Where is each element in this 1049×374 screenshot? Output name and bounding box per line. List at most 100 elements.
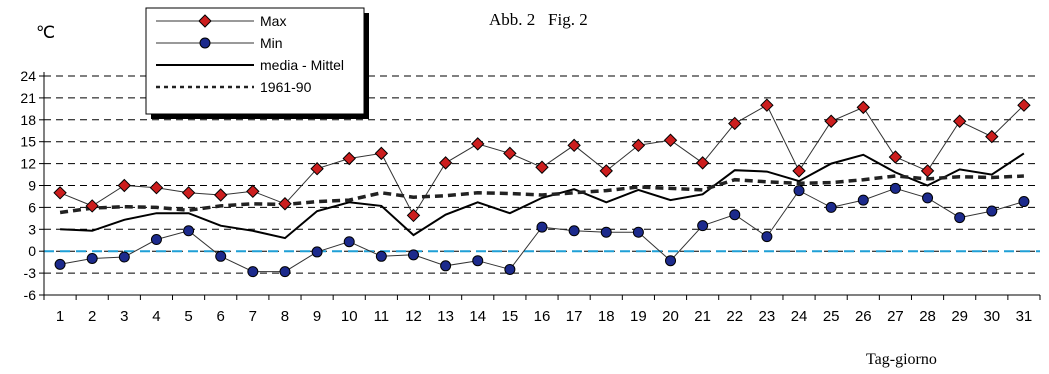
min-point — [375, 250, 387, 262]
max-point — [631, 138, 646, 153]
x-tick-label: 19 — [630, 308, 647, 325]
min-point — [922, 192, 934, 204]
x-tick-label: 29 — [951, 308, 968, 325]
x-tick-label: 3 — [120, 308, 128, 325]
y-tick-label: 24 — [20, 68, 36, 84]
x-tick-label: 17 — [566, 308, 583, 325]
max-point — [310, 162, 324, 176]
min-point — [536, 221, 548, 233]
y-axis-label: ℃ — [36, 23, 55, 42]
min-point — [825, 201, 837, 213]
x-tick-label: 14 — [469, 308, 486, 325]
max-point — [1017, 98, 1031, 112]
max-point — [438, 156, 453, 170]
x-tick-label: 1 — [56, 308, 64, 325]
x-tick-label: 5 — [184, 308, 192, 325]
min-point — [407, 249, 419, 261]
max-point — [760, 98, 774, 112]
min-point — [986, 205, 998, 217]
min-point — [343, 236, 355, 248]
min-point — [665, 255, 677, 267]
y-tick-label: 21 — [20, 90, 36, 106]
x-tick-label: 12 — [405, 308, 422, 325]
x-tick-label: 27 — [887, 308, 904, 325]
x-tick-label: 10 — [341, 308, 358, 325]
x-tick-label: 21 — [694, 308, 711, 325]
x-tick-label: 31 — [1016, 308, 1033, 325]
max-point — [663, 133, 678, 147]
series-line-3 — [59, 174, 1024, 215]
max-point — [85, 199, 99, 213]
x-tick-label: 2 — [88, 308, 96, 325]
series-layer — [53, 98, 1031, 278]
min-point — [440, 260, 452, 272]
max-point — [471, 137, 485, 151]
x-tick-label: 6 — [217, 308, 225, 325]
min-point — [183, 225, 195, 237]
max-point — [824, 114, 838, 128]
x-tick-label: 22 — [726, 308, 743, 325]
max-point — [342, 151, 356, 166]
x-tick-label: 26 — [855, 308, 872, 325]
max-point — [246, 184, 260, 199]
min-point — [150, 234, 162, 246]
min-point — [472, 255, 484, 267]
legend: Max Min media - Mittel 1961-90 — [145, 7, 369, 119]
x-tick-label: 30 — [983, 308, 1000, 325]
legend-label: media - Mittel — [260, 57, 344, 73]
x-tick-label: 28 — [919, 308, 936, 325]
max-point — [53, 186, 67, 200]
max-point — [503, 146, 517, 161]
x-tick-label: 23 — [759, 308, 776, 325]
min-point — [600, 226, 612, 238]
min-point — [504, 263, 516, 275]
max-point — [888, 150, 903, 164]
figure-label: Abb. 2 Fig. 2 — [489, 10, 588, 29]
max-point — [374, 146, 389, 161]
x-tick-label: 20 — [662, 308, 679, 325]
y-tick-label: -3 — [24, 265, 37, 281]
max-point — [728, 116, 742, 131]
max-point — [406, 208, 421, 223]
min-point — [568, 225, 580, 237]
max-point — [567, 138, 581, 153]
x-tick-label: 15 — [502, 308, 519, 325]
x-tick-label: 4 — [152, 308, 160, 325]
min-point — [311, 246, 323, 258]
min-point — [889, 182, 901, 194]
legend-label: Min — [260, 35, 283, 51]
max-point — [278, 197, 292, 211]
x-tick-label: 16 — [534, 308, 551, 325]
max-point — [985, 129, 999, 144]
max-point — [856, 100, 870, 115]
min-point — [247, 266, 259, 278]
legend-marker-diamond — [198, 14, 212, 28]
min-point — [697, 220, 709, 232]
min-point — [279, 266, 291, 278]
x-tick-label: 9 — [313, 308, 321, 325]
max-point — [181, 186, 196, 200]
max-point — [952, 114, 967, 128]
min-point — [215, 250, 227, 262]
min-point — [954, 212, 966, 224]
y-tick-label: -6 — [24, 287, 37, 303]
y-tick-label: 18 — [20, 112, 36, 128]
min-point — [632, 226, 644, 238]
min-point — [857, 194, 869, 206]
min-point — [1018, 196, 1030, 208]
y-tick-label: 12 — [20, 156, 36, 172]
series-line-2 — [60, 152, 1025, 240]
min-point — [761, 231, 773, 243]
max-point — [214, 188, 228, 202]
min-point — [54, 258, 66, 270]
y-tick-label: 9 — [28, 178, 36, 194]
x-tick-label: 24 — [791, 308, 808, 325]
y-tick-label: 3 — [28, 221, 36, 237]
x-tick-label: 18 — [598, 308, 615, 325]
max-point — [792, 164, 806, 178]
x-axis-label: Tag-giorno — [866, 351, 937, 368]
min-point — [86, 253, 98, 264]
min-point — [729, 209, 741, 221]
